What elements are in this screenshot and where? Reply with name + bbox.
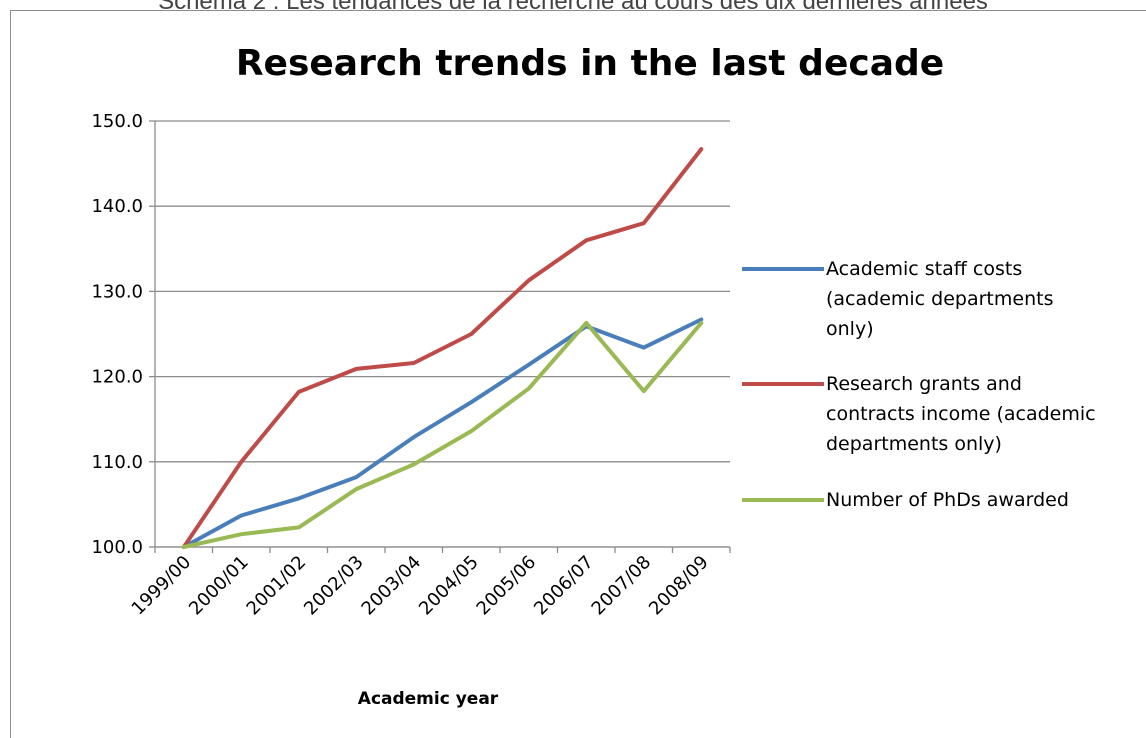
series-line-1 [181,317,704,549]
y-tick-label: 120.0 [91,367,143,388]
x-tick-label: 2004/05 [415,552,483,620]
y-tick-label: 110.0 [91,452,143,473]
series-line-2 [181,147,704,549]
axes [154,121,731,553]
x-axis-title: Academic year [358,689,499,709]
y-tick-label: 100.0 [91,537,143,558]
x-tick-label: 1999/00 [128,552,196,620]
legend: Academic staff costs (academic department… [742,258,1096,511]
legend-label: contracts income (academic [826,403,1096,425]
legend-label: Academic staff costs [826,258,1022,280]
series-group [181,147,704,549]
chart-title: Research trends in the last decade [236,43,944,84]
x-tick-label: 2003/04 [358,552,426,620]
x-tick-label: 2002/03 [300,552,368,620]
x-tick-label: 2008/09 [645,552,713,620]
legend-label: (academic departments [826,288,1053,310]
y-tick-label: 130.0 [91,281,143,302]
legend-label: Research grants and [826,373,1022,395]
series-line-3 [181,320,704,549]
x-tick-label: 2007/08 [588,552,656,620]
x-tick-label: 2000/01 [185,552,253,620]
x-tick-label: 2001/02 [243,552,311,620]
y-tick-label: 150.0 [91,111,143,132]
x-tick-label: 2005/06 [473,552,541,620]
x-axis-ticks: 1999/002000/012001/022002/032003/042004/… [128,552,713,620]
gridlines [149,120,730,548]
legend-label: departments only) [826,433,1002,455]
x-tick-label: 2006/07 [530,552,598,620]
y-tick-label: 140.0 [91,196,143,217]
chart-frame [10,10,1146,738]
legend-label: only) [826,318,874,340]
y-axis-ticks: 100.0 110.0 120.0 130.0 140.0 150.0 [91,111,143,558]
legend-label: Number of PhDs awarded [826,489,1069,511]
